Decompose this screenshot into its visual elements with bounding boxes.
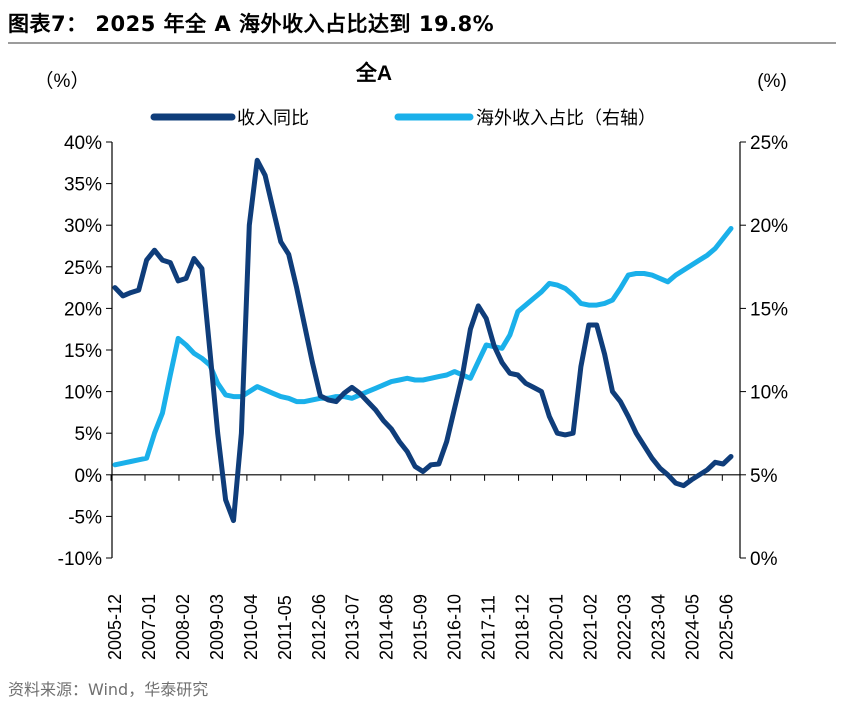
left-tick-label: 35% <box>64 175 102 196</box>
axes <box>111 142 741 558</box>
x-tick-label: 2018-12 <box>513 594 533 660</box>
legend-label-overseas-share: 海外收入占比（右轴） <box>476 108 656 128</box>
x-tick-label: 2011-05 <box>275 595 295 660</box>
x-tick-label: 2007-01 <box>139 594 159 660</box>
right-tick-label: 15% <box>750 299 788 320</box>
right-tick-label: 10% <box>750 383 788 404</box>
x-tick-label: 2017-11 <box>479 595 499 660</box>
x-tick-label: 2014-08 <box>377 594 397 660</box>
left-tick-label: 25% <box>64 258 102 279</box>
series-line-revenue-yoy <box>112 157 734 524</box>
left-tick-label: 10% <box>64 383 102 404</box>
right-tick-label: 5% <box>750 466 778 487</box>
x-tick-label: 2012-06 <box>309 594 329 660</box>
left-tick-label: 5% <box>75 424 103 445</box>
right-axis-unit: (%) <box>757 71 787 92</box>
left-axis-unit: （%） <box>35 70 90 92</box>
right-tick-label: 20% <box>750 216 788 237</box>
x-tick-label: 2013-07 <box>343 594 363 660</box>
x-axis-ticks: 2005-12 2007-01 2008-02 2009-03 2010-04 2011-… <box>105 474 736 660</box>
x-tick-label: 2021-02 <box>580 594 600 660</box>
left-tick-label: 15% <box>64 341 102 362</box>
chart-title: 全A <box>355 61 392 85</box>
left-tick-label: 20% <box>64 299 102 320</box>
left-tick-label: 0% <box>75 466 103 487</box>
x-tick-label: 2016-10 <box>445 594 465 660</box>
x-tick-label: 2024-05 <box>682 594 702 660</box>
x-tick-label: 2020-01 <box>546 594 566 660</box>
x-tick-label: 2008-02 <box>173 594 193 660</box>
legend-label-revenue-yoy: 收入同比 <box>237 108 309 128</box>
left-tick-label: 30% <box>64 216 102 237</box>
x-tick-label: 2015-09 <box>411 594 431 660</box>
left-tick-label: 40% <box>64 133 102 154</box>
right-axis-ticks: 0% 5% 10% 15% 20% 25% <box>740 133 788 570</box>
x-tick-label: 2005-12 <box>105 594 125 660</box>
left-tick-label: -5% <box>68 507 102 528</box>
right-tick-label: 0% <box>750 549 778 570</box>
x-tick-label: 2025-06 <box>716 594 736 660</box>
source-note: 资料来源：Wind，华泰研究 <box>8 680 209 699</box>
x-tick-label: 2023-04 <box>648 594 668 660</box>
left-axis-ticks: -10% -5% 0% 5% 10% 15% 20% 25% 30% 35% 40% <box>58 133 112 570</box>
x-tick-label: 2010-04 <box>241 594 261 660</box>
right-tick-label: 25% <box>750 133 788 154</box>
plot-area <box>112 157 734 524</box>
figure-title: 图表7： 2025 年全 A 海外收入占比达到 19.8% <box>8 12 495 36</box>
title-divider <box>8 42 836 44</box>
series-line-overseas-share <box>112 226 734 468</box>
x-tick-label: 2009-03 <box>207 594 227 660</box>
left-tick-label: -10% <box>58 549 102 570</box>
x-tick-label: 2022-03 <box>614 594 634 660</box>
legend: 收入同比 海外收入占比（右轴） <box>150 108 656 128</box>
